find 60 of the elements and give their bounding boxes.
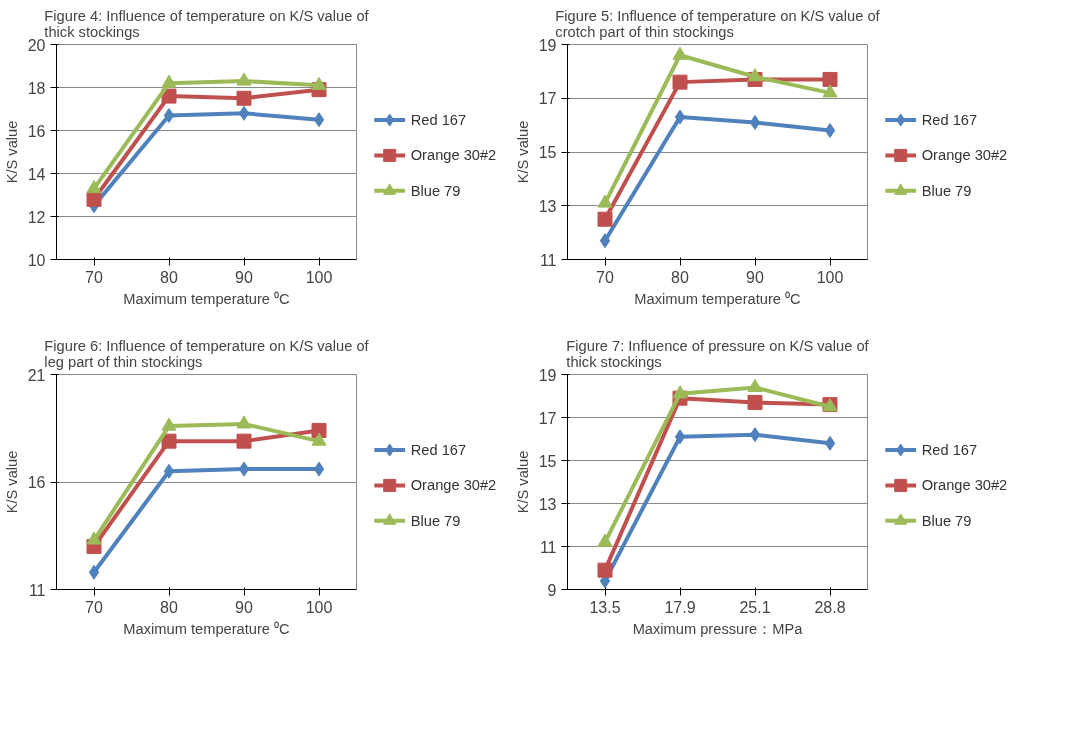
legend-label: Red 167 xyxy=(921,442,978,459)
chart-title: Figure 6: Influence of temperature on K/S value of leg part of thin stockings xyxy=(44,337,370,370)
y-tick-label: 19 xyxy=(538,36,557,54)
chart-title: Figure 7: Influence of pressure on K/S value of thick stockings xyxy=(566,337,870,370)
x-tick-label: 100 xyxy=(305,268,333,286)
y-axis-title: K/S value xyxy=(514,450,531,514)
y-tick-label: 19 xyxy=(538,366,557,384)
legend-label: Red 167 xyxy=(921,112,978,129)
x-tick-label: 90 xyxy=(235,268,253,286)
x-tick-label: 100 xyxy=(305,598,333,616)
x-axis-title: Maximum temperature ⁰C xyxy=(123,290,291,307)
x-tick-label: 90 xyxy=(746,268,764,286)
x-tick-label: 28.8 xyxy=(814,598,846,616)
legend-label: Orange 30#2 xyxy=(921,147,1008,164)
x-tick-label: 80 xyxy=(160,268,178,286)
legend-label: Orange 30#2 xyxy=(410,147,497,164)
y-tick-label: 10 xyxy=(27,251,46,269)
legend-label: Red 167 xyxy=(410,112,467,129)
x-tick-label: 13.5 xyxy=(589,598,621,616)
y-tick-label: 13 xyxy=(538,197,557,215)
x-tick-label: 70 xyxy=(596,268,614,286)
y-tick-label: 12 xyxy=(27,208,46,226)
x-tick-label: 100 xyxy=(816,268,844,286)
legend-label: Blue 79 xyxy=(410,182,461,199)
y-tick-label: 16 xyxy=(27,474,46,491)
y-axis-title: K/S value xyxy=(3,120,20,184)
y-tick-label: 13 xyxy=(538,495,557,513)
chart-title: Figure 4: Influence of temperature on K/S value of thick stockings xyxy=(44,7,370,40)
y-tick-label: 21 xyxy=(27,366,46,384)
x-tick-label: 80 xyxy=(671,268,689,286)
y-tick-label: 16 xyxy=(27,122,46,140)
y-tick-label: 11 xyxy=(28,581,46,599)
legend-label: Blue 79 xyxy=(921,512,972,529)
y-axis-title: K/S value xyxy=(3,450,20,514)
x-axis-title: Maximum temperature ⁰C xyxy=(123,620,291,637)
y-tick-label: 17 xyxy=(538,90,557,108)
y-tick-label: 11 xyxy=(539,538,557,556)
y-tick-label: 15 xyxy=(538,452,557,470)
y-tick-label: 14 xyxy=(27,165,46,183)
x-tick-label: 70 xyxy=(85,598,103,616)
y-tick-label: 11 xyxy=(539,251,557,269)
y-tick-label: 20 xyxy=(27,36,46,54)
y-tick-label: 18 xyxy=(27,79,46,97)
x-tick-label: 90 xyxy=(235,598,253,616)
legend-label: Orange 30#2 xyxy=(921,477,1008,494)
legend-label: Red 167 xyxy=(410,442,467,459)
y-tick-label: 15 xyxy=(538,144,557,161)
chart-title: Figure 5: Influence of temperature on K/S value of crotch part of thin stockings xyxy=(555,7,881,40)
y-axis-title: K/S value xyxy=(514,120,531,184)
y-tick-label: 9 xyxy=(547,581,557,599)
x-tick-label: 80 xyxy=(160,598,178,616)
legend-label: Orange 30#2 xyxy=(410,477,497,494)
legend-label: Blue 79 xyxy=(410,512,461,529)
x-tick-label: 17.9 xyxy=(664,598,696,616)
y-tick-label: 17 xyxy=(538,409,557,427)
legend-label: Blue 79 xyxy=(921,182,972,199)
x-tick-label: 25.1 xyxy=(739,598,771,616)
x-tick-label: 70 xyxy=(85,268,103,286)
x-axis-title: Maximum temperature ⁰C xyxy=(634,290,802,307)
x-axis-title: Maximum pressure：MPa xyxy=(632,620,804,637)
